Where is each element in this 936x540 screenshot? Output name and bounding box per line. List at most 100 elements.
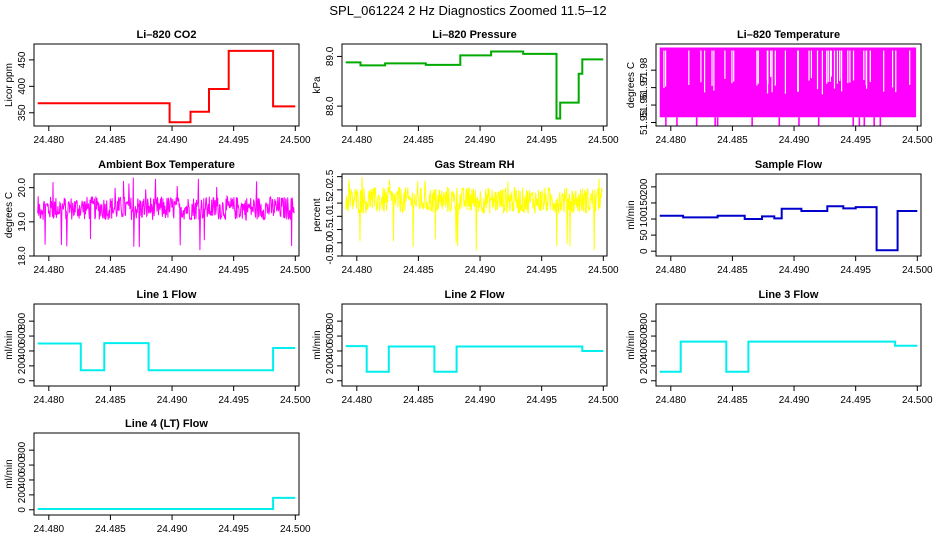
band-gap [830, 50, 832, 77]
x-tick-label: 24.490 [157, 135, 188, 146]
y-axis-label: ml/min [4, 330, 15, 359]
x-tick-label: 24.495 [526, 265, 557, 276]
y-tick-label: 51.98 [639, 57, 650, 82]
y-tick-label: 0 [17, 378, 28, 384]
x-tick-label: 24.495 [218, 135, 249, 146]
y-tick-label: 0 [325, 378, 336, 384]
main-title: SPL_061224 2 Hz Diagnostics Zoomed 11.5–… [329, 3, 606, 18]
y-tick-label: 150 [639, 194, 650, 211]
band-gap [700, 50, 702, 83]
x-tick-label: 24.500 [902, 135, 933, 146]
x-tick-label: 24.495 [840, 265, 871, 276]
panel-title: Line 1 Flow [137, 289, 197, 301]
band-gap [774, 50, 776, 86]
band-gap [733, 50, 735, 82]
y-tick-label: 18.0 [17, 246, 28, 266]
band-gap [869, 50, 871, 83]
x-tick-label: 24.495 [218, 265, 249, 276]
band-gap [766, 50, 768, 81]
x-tick-label: 24.490 [465, 265, 496, 276]
y-tick-label: 0 [17, 507, 28, 513]
band-gap [852, 50, 855, 81]
y-tick-label: 0 [639, 378, 650, 384]
x-tick-label: 24.500 [280, 265, 311, 276]
series-line [37, 49, 296, 124]
panel-title: Line 4 (LT) Flow [125, 418, 208, 430]
x-tick-label: 24.485 [403, 265, 434, 276]
panel-title: Ambient Box Temperature [98, 159, 235, 171]
band-gap [883, 50, 885, 92]
y-tick-label: 600 [17, 327, 28, 344]
series-line [37, 342, 296, 372]
band-gap [771, 50, 773, 93]
series-line [37, 177, 295, 251]
panel-title: Line 2 Flow [445, 289, 505, 301]
y-axis-label: ml/min [312, 330, 323, 359]
chart-panel: Li–820 Temperature 24.480 24.485 24.490 24.4… [626, 29, 933, 146]
series-group [659, 340, 918, 373]
y-tick-label: 50 [639, 229, 650, 241]
x-tick-label: 24.480 [655, 265, 686, 276]
chart-panel: Li–820 Pressure 24.480 24.485 24.490 24.495 2… [312, 29, 619, 146]
series-line [659, 340, 918, 373]
plot-frame [33, 43, 300, 127]
plot-frame [33, 173, 300, 257]
band-gap [770, 50, 772, 77]
y-tick-label: 88.0 [325, 96, 336, 116]
x-tick-label: 24.480 [655, 395, 686, 406]
series-line [37, 496, 296, 510]
x-tick-label: 24.485 [717, 265, 748, 276]
x-tick-label: 24.500 [902, 265, 933, 276]
x-tick-label: 24.490 [157, 524, 188, 535]
y-tick-label: 800 [639, 312, 650, 329]
y-tick-label: -0.5 [325, 247, 336, 265]
y-tick-label: 89.0 [325, 46, 336, 66]
y-axis-label: degrees C [626, 62, 637, 108]
chart-panel: Line 3 Flow 24.480 24.485 24.490 24.495 24.50… [626, 289, 933, 406]
chart-panel: Line 2 Flow 24.480 24.485 24.490 24.495 24.50… [312, 289, 619, 406]
y-tick-label: 0.5 [325, 222, 336, 236]
chart-panel: Li–820 CO2 24.480 24.485 24.490 24.495 24.500… [4, 29, 311, 146]
y-tick-label: 100 [639, 210, 650, 227]
x-tick-label: 24.490 [779, 395, 810, 406]
x-tick-label: 24.500 [902, 395, 933, 406]
x-tick-label: 24.480 [33, 524, 64, 535]
x-tick-label: 24.490 [157, 395, 188, 406]
band-gap [756, 50, 758, 86]
series-band [659, 47, 917, 118]
band-gap [688, 50, 690, 85]
series-group [37, 177, 295, 251]
y-tick-label: 200 [17, 486, 28, 503]
band-gap [663, 50, 665, 89]
series-group [659, 47, 917, 126]
series-group [345, 50, 604, 120]
band-gap [757, 50, 759, 84]
y-tick-label: 200 [325, 357, 336, 374]
panel-title: Line 3 Flow [759, 289, 819, 301]
series-group [37, 49, 296, 124]
y-tick-label: 1.0 [325, 209, 336, 223]
band-gap [839, 50, 841, 82]
chart-panel: Gas Stream RH 24.480 24.485 24.490 24.495 24.… [312, 159, 619, 276]
y-tick-label: 19.0 [17, 212, 28, 232]
band-gap [821, 50, 823, 95]
y-tick-label: 600 [325, 327, 336, 344]
panels: Li–820 CO2 24.480 24.485 24.490 24.495 24.500… [4, 29, 933, 535]
y-axis-label: ml/min [626, 200, 637, 229]
band-gap [849, 50, 851, 83]
x-tick-label: 24.485 [403, 135, 434, 146]
series-group [37, 342, 296, 372]
y-axis-label: Licor ppm [4, 63, 15, 107]
band-gap [829, 50, 831, 82]
panel-title: Sample Flow [755, 159, 823, 171]
x-tick-label: 24.495 [840, 135, 871, 146]
series-line [345, 176, 603, 251]
x-tick-label: 24.500 [588, 265, 619, 276]
x-tick-label: 24.480 [33, 395, 64, 406]
y-tick-label: 400 [325, 342, 336, 359]
band-gap [847, 50, 849, 84]
band-gap [711, 50, 713, 86]
band-gap [797, 50, 799, 92]
plot-frame [655, 43, 922, 127]
y-tick-label: 0 [639, 248, 650, 254]
